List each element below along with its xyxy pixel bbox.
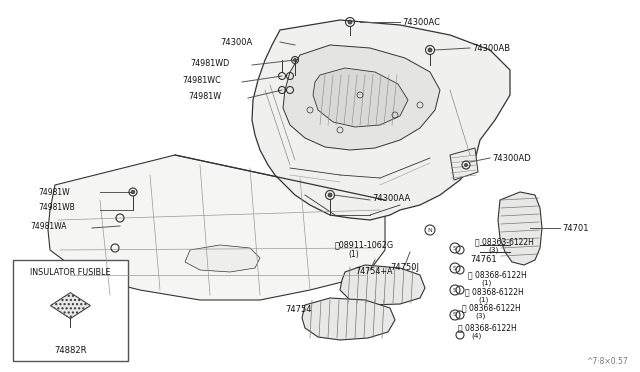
Circle shape (465, 164, 467, 167)
Text: 74882R: 74882R (54, 346, 86, 355)
Polygon shape (185, 245, 260, 272)
Text: S: S (453, 266, 457, 270)
Text: ⓝ08911-1062G: ⓝ08911-1062G (335, 241, 394, 250)
Text: 74981W: 74981W (38, 187, 70, 196)
Text: 74754+A: 74754+A (355, 267, 392, 276)
Circle shape (131, 190, 135, 194)
Circle shape (294, 58, 296, 61)
Text: 74981WB: 74981WB (38, 202, 75, 212)
Text: Ⓢ 08368-6122H: Ⓢ 08368-6122H (458, 324, 516, 333)
Text: (4): (4) (471, 333, 481, 339)
Text: 74300AC: 74300AC (402, 17, 440, 26)
Text: Ⓢ 08368-6122H: Ⓢ 08368-6122H (468, 270, 527, 279)
Text: Ⓢ 08363-6122H: Ⓢ 08363-6122H (475, 237, 534, 247)
Text: (1): (1) (481, 280, 492, 286)
Circle shape (328, 193, 332, 197)
Text: S: S (453, 246, 457, 250)
Bar (13, 260, 128, 361)
Text: N: N (428, 228, 433, 232)
Text: Ⓢ 08368-6122H: Ⓢ 08368-6122H (462, 304, 521, 312)
Text: 74300AD: 74300AD (492, 154, 531, 163)
Text: 74981WC: 74981WC (182, 76, 221, 84)
Text: 74981W: 74981W (188, 92, 221, 100)
Polygon shape (252, 20, 510, 220)
Polygon shape (498, 192, 542, 265)
Polygon shape (283, 45, 440, 150)
Circle shape (428, 48, 432, 52)
Text: 74300AA: 74300AA (372, 193, 410, 202)
Text: 74701: 74701 (562, 224, 589, 232)
Polygon shape (48, 155, 385, 300)
Text: 74981WD: 74981WD (190, 58, 229, 67)
Polygon shape (302, 298, 395, 340)
Polygon shape (450, 148, 478, 180)
Text: 74761: 74761 (470, 256, 497, 264)
Polygon shape (51, 293, 90, 319)
Text: (1): (1) (348, 250, 359, 259)
Text: 74300AB: 74300AB (472, 44, 510, 52)
Text: S: S (453, 312, 457, 317)
Text: (1): (1) (478, 297, 488, 303)
Text: ^7·8×0.57: ^7·8×0.57 (586, 357, 628, 366)
Polygon shape (340, 265, 425, 305)
Text: 74981WA: 74981WA (30, 221, 67, 231)
Text: 74300A: 74300A (220, 38, 252, 46)
Text: 74750J: 74750J (390, 263, 419, 273)
Text: S: S (453, 288, 457, 292)
Text: 74754: 74754 (285, 305, 312, 314)
Circle shape (348, 20, 352, 24)
Text: Ⓢ 08368-6122H: Ⓢ 08368-6122H (465, 288, 524, 296)
Text: (3): (3) (475, 313, 485, 319)
Text: INSULATOR FUSIBLE: INSULATOR FUSIBLE (30, 268, 111, 277)
Text: (3): (3) (488, 247, 499, 253)
Polygon shape (313, 68, 408, 127)
